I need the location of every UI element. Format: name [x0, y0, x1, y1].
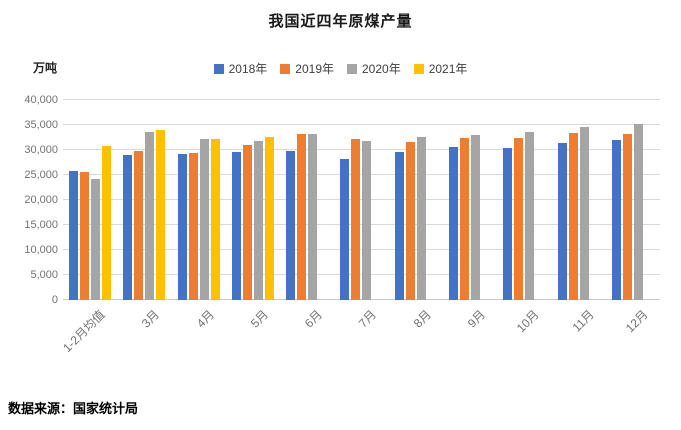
x-tick-label: 8月: [410, 307, 434, 331]
bar: [470, 135, 480, 300]
plot-area: [63, 99, 660, 300]
bar-group: [606, 100, 660, 300]
legend-label: 2018年: [228, 62, 268, 76]
y-tick-label: 5,000: [30, 269, 58, 281]
bar: [242, 144, 252, 300]
bar: [568, 133, 578, 300]
bar-group: [280, 100, 334, 300]
bar-series: [63, 100, 660, 300]
bar: [188, 153, 198, 300]
bar: [459, 138, 469, 300]
bar: [525, 131, 535, 300]
x-tick-label: 12月: [622, 307, 651, 336]
bar: [177, 153, 187, 300]
bar-group: [63, 100, 117, 300]
x-tick-label: 5月: [247, 307, 271, 331]
bar: [514, 137, 524, 300]
gridline: [63, 149, 660, 150]
x-tick-label: 7月: [356, 307, 380, 331]
bar-group: [117, 100, 171, 300]
gridline: [63, 199, 660, 200]
legend-swatch-icon: [347, 63, 357, 74]
gridline: [63, 224, 660, 225]
bar: [579, 126, 589, 300]
bar-group: [226, 100, 280, 300]
bar: [264, 137, 274, 300]
bar-group: [389, 100, 443, 300]
gridline: [63, 299, 660, 300]
bar: [286, 151, 296, 300]
bar: [557, 142, 567, 300]
legend-swatch-icon: [213, 63, 224, 74]
gridline: [63, 249, 660, 250]
bar-group: [334, 100, 388, 300]
x-tick-label: 11月: [569, 307, 597, 335]
bar: [362, 140, 372, 300]
bar: [91, 178, 101, 300]
chart-title: 我国近四年原煤产量: [268, 13, 413, 30]
bar: [253, 140, 263, 300]
y-tick-label: 30,000: [24, 144, 58, 156]
legend-item: 2021年: [413, 60, 468, 77]
legend-label: 2021年: [428, 62, 468, 76]
gridline: [63, 99, 660, 100]
bar: [503, 147, 513, 300]
y-tick-label: 25,000: [24, 169, 58, 181]
x-tick-label: 6月: [301, 307, 326, 331]
y-tick-label: 0: [51, 294, 58, 306]
bar-group: [172, 100, 226, 300]
y-tick-label: 15,000: [24, 219, 58, 231]
y-axis-unit-label: 万吨: [33, 61, 58, 75]
legend-item: 2020年: [347, 60, 401, 77]
bar: [308, 133, 318, 300]
x-tick-label: 1-2月均值: [60, 307, 108, 356]
bar: [448, 147, 458, 300]
bar: [123, 155, 133, 300]
bar: [416, 137, 426, 300]
bar: [405, 142, 415, 300]
legend-label: 2020年: [362, 62, 401, 76]
bar: [622, 134, 632, 300]
bar-group: [443, 100, 497, 300]
bar: [156, 129, 166, 300]
legend-item: 2019年: [280, 60, 334, 77]
gridline: [63, 174, 660, 175]
bar: [340, 159, 350, 300]
bar: [145, 131, 155, 300]
x-tick-label: 3月: [139, 307, 163, 331]
bar: [633, 124, 643, 300]
legend-swatch-icon: [413, 63, 424, 74]
legend-item: 2018年: [213, 60, 268, 77]
y-tick-label: 40,000: [24, 94, 58, 106]
y-tick-label: 35,000: [24, 119, 58, 131]
bar: [394, 152, 404, 300]
bar: [210, 139, 220, 300]
bar: [69, 171, 79, 300]
legend: 2018年 2019年 2020年 2021年: [0, 60, 681, 77]
legend-swatch-icon: [280, 63, 291, 74]
bar: [351, 139, 361, 300]
bar: [80, 172, 90, 300]
bar: [297, 133, 307, 300]
legend-label: 2019年: [295, 62, 334, 76]
y-tick-label: 10,000: [24, 244, 58, 256]
bar: [231, 151, 241, 300]
bar: [102, 145, 112, 300]
x-tick-label: 9月: [464, 307, 488, 331]
y-tick-label: 20,000: [24, 194, 58, 206]
bar: [611, 140, 621, 300]
gridline: [63, 124, 660, 125]
bar-group: [551, 100, 605, 300]
bar: [134, 151, 144, 300]
bar: [199, 139, 209, 300]
bar-group: [497, 100, 551, 300]
source-note: 数据来源：国家统计局: [8, 401, 139, 416]
x-tick-label: 4月: [193, 307, 217, 331]
x-tick-label: 10月: [514, 307, 543, 336]
gridline: [63, 274, 660, 275]
